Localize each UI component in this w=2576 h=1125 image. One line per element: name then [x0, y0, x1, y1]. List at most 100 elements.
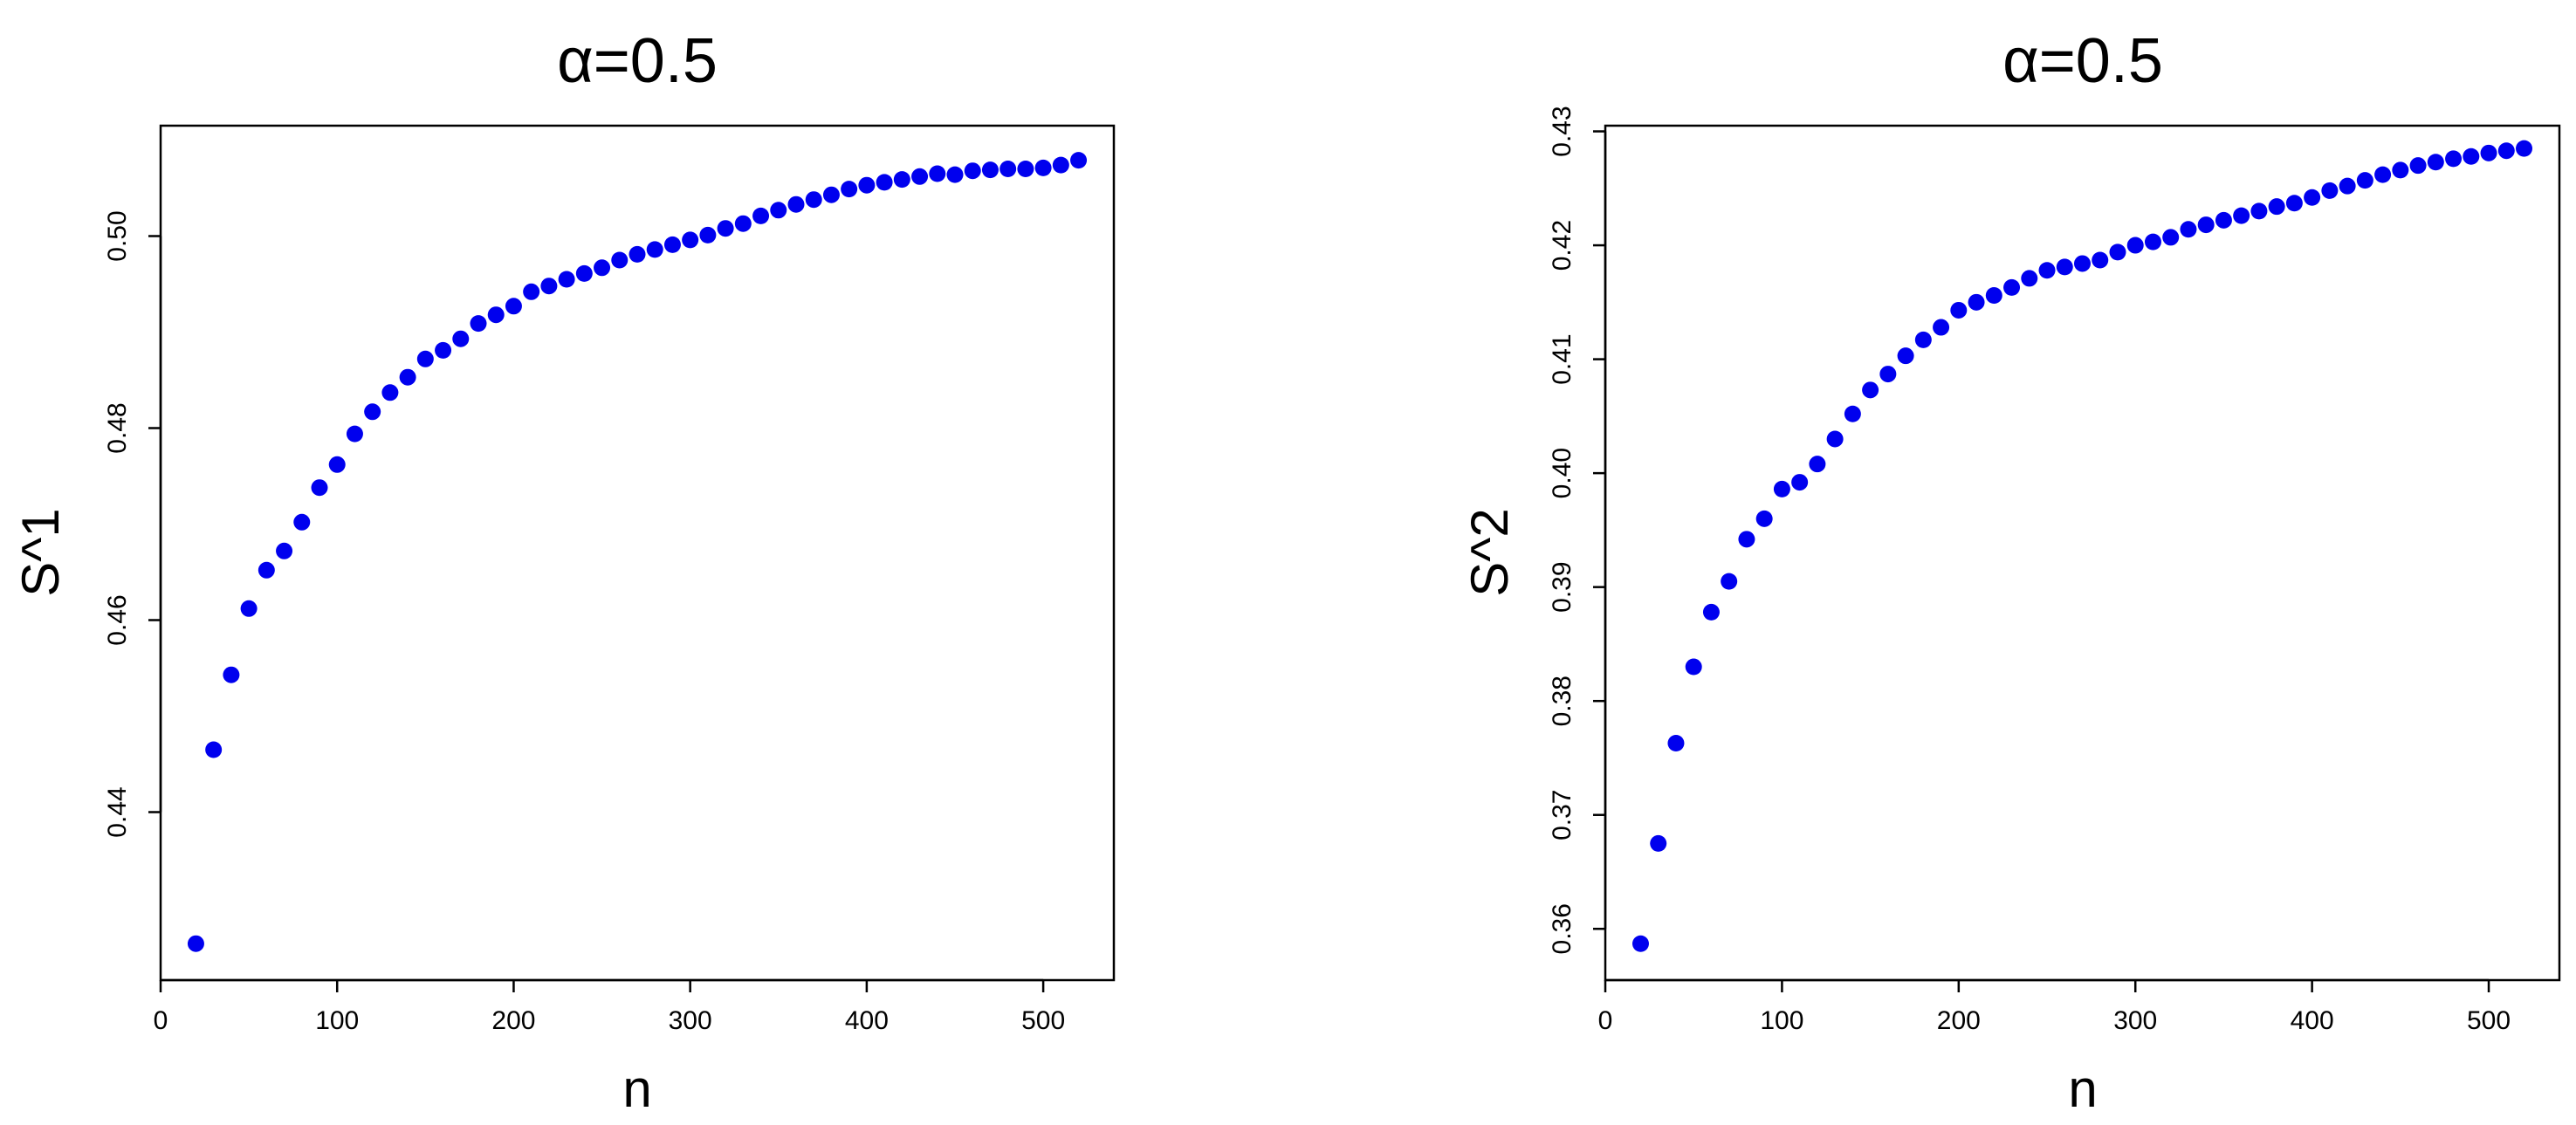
data-point [2250, 202, 2268, 220]
chart-title: α=0.5 [2002, 26, 2163, 96]
data-point [1914, 331, 1932, 348]
data-point [858, 176, 876, 194]
data-point [841, 181, 858, 198]
data-point [1721, 573, 1738, 590]
y-tick-label: 0.43 [1548, 106, 1577, 156]
data-point [1052, 156, 1069, 174]
data-point [2285, 195, 2303, 212]
data-point [1773, 480, 1790, 497]
data-point [964, 162, 981, 180]
data-point [1809, 456, 1826, 473]
data-point [646, 241, 663, 258]
data-point [2197, 216, 2215, 234]
data-point [822, 186, 840, 203]
data-point [611, 251, 629, 269]
data-point [505, 298, 522, 315]
data-point [929, 165, 946, 182]
data-point [2268, 198, 2285, 216]
data-point [2374, 166, 2392, 183]
x-tick-label: 500 [2467, 1006, 2511, 1035]
data-point [2162, 229, 2180, 246]
data-point [2409, 157, 2427, 175]
x-axis-label: n [2068, 1060, 2097, 1118]
data-point [2215, 211, 2232, 229]
data-point [1034, 159, 1052, 176]
data-point [1826, 430, 1844, 448]
data-point [699, 226, 717, 244]
data-point [2463, 147, 2480, 165]
data-point [346, 425, 363, 442]
data-point [1738, 531, 1755, 548]
data-point [187, 935, 204, 952]
data-point [1070, 152, 1088, 169]
data-point [2392, 161, 2409, 179]
data-point [1985, 286, 2002, 304]
x-tick-label: 0 [1598, 1006, 1613, 1035]
data-point [734, 215, 752, 232]
chart-panel-s2: α=0.5 n S^2 0 100 200 300 400 500 0.36 0.37 0.38… [1460, 26, 2561, 1118]
y-tick-label: 0.48 [103, 402, 132, 453]
y-tick-label: 0.50 [103, 210, 132, 261]
data-point [752, 207, 770, 224]
x-tick-label: 100 [1760, 1006, 1803, 1035]
data-point [435, 341, 452, 359]
data-point [558, 271, 575, 288]
data-point [2021, 270, 2038, 287]
data-point [1950, 301, 1968, 319]
x-tick-label: 100 [315, 1006, 359, 1035]
data-point [805, 191, 822, 209]
y-tick-label: 0.44 [103, 786, 132, 837]
y-axis-label: S^2 [1460, 508, 1519, 597]
data-point [2056, 258, 2073, 276]
x-tick-label: 300 [2113, 1006, 2157, 1035]
data-point [999, 161, 1017, 177]
y-tick-label: 0.41 [1548, 333, 1577, 384]
data-points [187, 152, 1088, 952]
data-point [911, 168, 929, 185]
data-point [2516, 140, 2533, 157]
data-point [1862, 381, 1879, 399]
data-point [2074, 255, 2091, 272]
data-point [470, 315, 487, 333]
data-point [876, 174, 893, 191]
plot-frame [1604, 124, 2561, 982]
data-point [1897, 347, 1914, 365]
data-point [2038, 262, 2056, 279]
data-point [364, 403, 381, 421]
x-tick-label: 200 [1937, 1006, 1981, 1035]
data-point [293, 513, 311, 531]
data-point [2109, 244, 2126, 261]
data-point [2480, 144, 2497, 161]
data-point [787, 196, 805, 213]
data-point [1933, 319, 1950, 336]
data-point [2180, 221, 2197, 238]
data-point [893, 171, 910, 189]
data-point [981, 161, 999, 179]
data-point [2497, 142, 2515, 160]
data-point [717, 220, 734, 237]
data-point [2003, 278, 2021, 296]
x-tick-label: 400 [845, 1006, 889, 1035]
data-point [399, 368, 416, 386]
data-point [1017, 161, 1034, 177]
data-point [258, 561, 275, 579]
data-point [416, 350, 434, 367]
data-point [682, 231, 699, 249]
data-point [2092, 251, 2109, 269]
axis-ticks: 0 100 200 300 400 500 0.44 0.46 0.48 0.50 [103, 210, 1065, 1035]
data-point [770, 202, 787, 219]
chart-panel-s1: α=0.5 n S^1 0 100 200 300 400 500 0.44 0.46 0.48… [11, 26, 1116, 1118]
y-tick-label: 0.40 [1548, 448, 1577, 498]
data-point [205, 741, 223, 758]
data-point [328, 456, 346, 473]
data-point [2356, 172, 2373, 189]
data-point [2339, 177, 2356, 195]
y-tick-label: 0.42 [1548, 220, 1577, 271]
data-point [1791, 474, 1809, 491]
data-point [2445, 150, 2463, 168]
data-point [1755, 510, 1773, 527]
data-point [452, 330, 470, 347]
data-points [1631, 140, 2533, 952]
data-point [276, 542, 293, 559]
